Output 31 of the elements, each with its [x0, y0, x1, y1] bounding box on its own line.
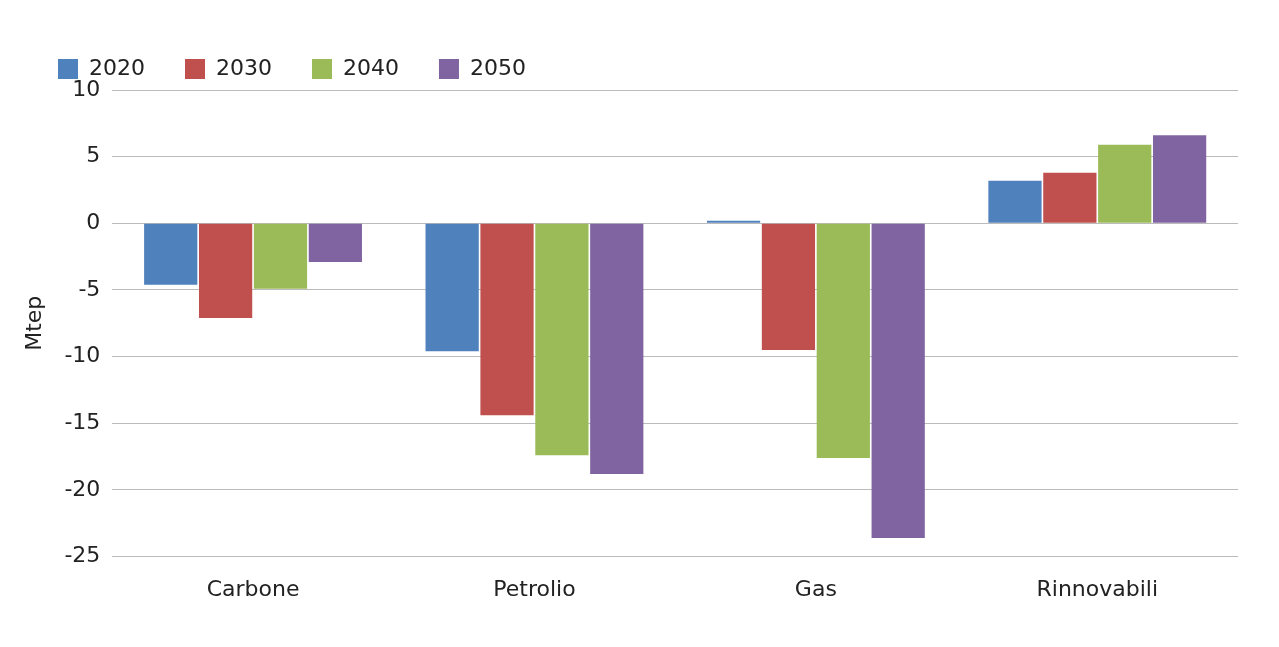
y-axis-title: Mtep	[20, 295, 46, 351]
legend-label: 2040	[342, 54, 399, 80]
y-tick-label: 0	[86, 209, 101, 235]
bar	[144, 223, 198, 285]
bar	[1152, 135, 1207, 223]
legend-label: 2030	[215, 54, 272, 80]
y-tick-label: -10	[64, 342, 101, 368]
bar	[816, 223, 870, 458]
bar	[425, 223, 479, 352]
bar	[988, 180, 1042, 223]
bar	[253, 223, 308, 289]
bar	[480, 223, 534, 416]
x-tick-label: Gas	[794, 575, 837, 601]
bar	[308, 223, 362, 262]
y-tick-label: -20	[64, 475, 101, 501]
legend-label: 2050	[469, 54, 526, 80]
bar	[590, 223, 644, 474]
y-tick-label: -25	[64, 542, 101, 568]
bar	[1043, 172, 1097, 223]
y-tick-label: -15	[64, 409, 101, 434]
bar	[535, 223, 589, 456]
bar	[1098, 144, 1152, 223]
y-tick-label: -5	[78, 275, 101, 301]
bar	[198, 223, 253, 318]
x-tick-label: Carbone	[206, 575, 300, 601]
y-tick-label: 5	[86, 142, 101, 168]
bar	[761, 223, 816, 350]
x-tick-label: Rinnovabili	[1036, 575, 1159, 601]
bar	[871, 223, 925, 538]
x-tick-label: Petrolio	[493, 575, 576, 601]
bar	[706, 220, 761, 223]
